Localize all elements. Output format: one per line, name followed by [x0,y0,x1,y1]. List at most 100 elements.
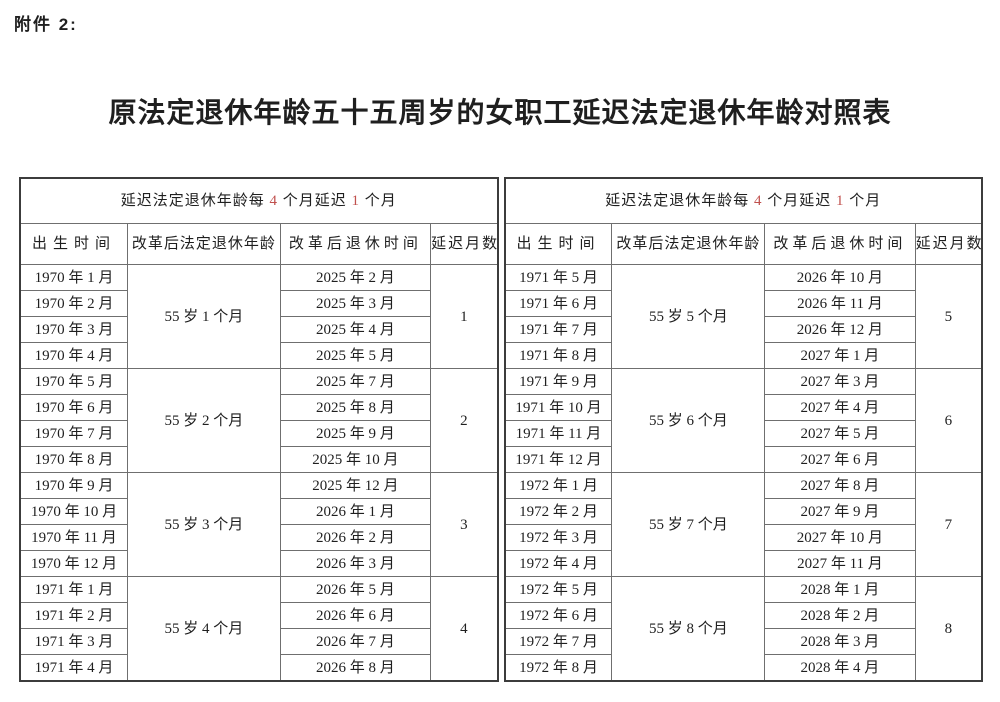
birth-month-cell: 1970 年 11 月 [19,524,128,551]
retirement-month-cell: 2027 年 11 月 [764,550,916,577]
column-header-birth: 出生时间 [19,223,128,265]
retirement-month-cell: 2026 年 1 月 [279,498,432,525]
birth-month-cell: 1971 年 9 月 [503,368,613,395]
table-row: 1970 年 8 月 2025 年 10 月 [19,446,498,473]
table-row: 1970 年 3 月 2025 年 4 月 [19,316,498,343]
retirement-month-cell: 2027 年 4 月 [764,394,916,421]
retirement-age-cell: 55 岁 3 个月 [126,472,281,577]
group-header-red-number: 1 [836,193,845,209]
group-header-red-number: 4 [753,193,763,209]
birth-month-cell: 1970 年 9 月 [19,472,128,499]
retirement-month-cell: 2027 年 3 月 [764,368,916,395]
delay-months-cell: 2 [430,368,498,473]
retirement-month-cell: 2026 年 8 月 [279,654,432,682]
table-row: 1970 年 7 月 2025 年 9 月 [19,420,498,447]
retirement-month-cell: 2028 年 1 月 [764,576,916,603]
retirement-month-cell: 2027 年 10 月 [764,524,916,551]
delay-months-cell: 8 [914,576,983,682]
birth-month-cell: 1971 年 8 月 [503,342,613,369]
table-group-header: 延迟法定退休年龄每 4 个月延迟 1 个月 [504,177,983,224]
birth-month-cell: 1972 年 4 月 [503,550,613,577]
retirement-month-cell: 2025 年 8 月 [279,394,432,421]
birth-month-cell: 1972 年 6 月 [503,602,613,629]
table-row: 1970 年 6 月 2025 年 8 月 [19,394,498,421]
table-row: 1972 年 4 月 2027 年 11 月 [503,550,983,577]
birth-month-cell: 1972 年 5 月 [503,576,613,603]
birth-month-cell: 1972 年 3 月 [503,524,613,551]
birth-month-cell: 1970 年 12 月 [19,550,128,577]
birth-month-cell: 1971 年 11 月 [503,420,613,447]
birth-month-cell: 1971 年 1 月 [19,576,128,603]
column-header-row: 出生时间 改革后法定退休年龄 改革后退休时间 延迟月数 [19,223,498,265]
table-row: 1970 年 1 月 55 岁 1 个月 2025 年 2 月 1 [19,264,498,369]
retirement-month-cell: 2026 年 12 月 [764,316,916,343]
retirement-month-cell: 2025 年 3 月 [279,290,432,317]
retirement-month-cell: 2026 年 6 月 [279,602,432,629]
birth-month-cell: 1972 年 8 月 [503,654,613,682]
table-row: 1971 年 5 月 55 岁 5 个月 2026 年 10 月 5 [503,264,983,369]
birth-month-cell: 1970 年 4 月 [19,342,128,369]
birth-month-cell: 1971 年 12 月 [503,446,613,473]
retirement-month-cell: 2028 年 2 月 [764,602,916,629]
table-row: 1971 年 4 月 2026 年 8 月 [19,654,498,682]
retirement-month-cell: 2025 年 12 月 [279,472,432,499]
birth-month-cell: 1970 年 6 月 [19,394,128,421]
retirement-month-cell: 2025 年 7 月 [279,368,432,395]
table-row: 1972 年 1 月 55 岁 7 个月 2027 年 8 月 7 [503,472,983,577]
retirement-month-cell: 2028 年 3 月 [764,628,916,655]
retirement-month-cell: 2026 年 7 月 [279,628,432,655]
retirement-month-cell: 2027 年 9 月 [764,498,916,525]
birth-month-cell: 1971 年 10 月 [503,394,613,421]
table-row: 1970 年 5 月 55 岁 2 个月 2025 年 7 月 2 [19,368,498,473]
birth-month-cell: 1971 年 3 月 [19,628,128,655]
page-title: 原法定退休年龄五十五周岁的女职工延迟法定退休年龄对照表 [108,98,892,129]
delay-months-cell: 7 [914,472,983,577]
table-row: 1972 年 7 月 2028 年 3 月 [503,628,983,655]
column-header-birth: 出生时间 [503,223,613,265]
attachment-label: 附件 2: [14,15,78,34]
column-header-delay: 延迟月数 [914,223,983,265]
birth-month-cell: 1971 年 7 月 [503,316,613,343]
table-row: 1971 年 6 月 2026 年 11 月 [503,290,983,317]
table-row: 1971 年 11 月 2027 年 5 月 [503,420,983,447]
table-row: 1970 年 9 月 55 岁 3 个月 2025 年 12 月 3 [19,472,498,577]
birth-month-cell: 1970 年 1 月 [19,264,128,291]
retirement-age-cell: 55 岁 1 个月 [126,264,281,369]
table-row: 1970 年 10 月 2026 年 1 月 [19,498,498,525]
table-row: 1972 年 2 月 2027 年 9 月 [503,498,983,525]
birth-month-cell: 1971 年 5 月 [503,264,613,291]
table-row: 1972 年 8 月 2028 年 4 月 [503,654,983,682]
group-header-text-post: 个月 [360,193,397,209]
table-row: 1971 年 2 月 2026 年 6 月 [19,602,498,629]
retirement-age-cell: 55 岁 7 个月 [611,472,766,577]
column-header-retirement: 改革后退休时间 [764,223,916,265]
birth-month-cell: 1970 年 5 月 [19,368,128,395]
group-header-red-number: 1 [351,193,360,209]
column-header-age: 改革后法定退休年龄 [611,223,766,265]
birth-month-cell: 1970 年 2 月 [19,290,128,317]
column-header-row: 出生时间 改革后法定退休年龄 改革后退休时间 延迟月数 [503,223,983,265]
comparison-tables-container: 延迟法定退休年龄每 4 个月延迟 1 个月 出生时间 改革后法定退休年龄 改革后… [19,177,983,682]
column-header-retirement: 改革后退休时间 [279,223,432,265]
birth-month-cell: 1971 年 2 月 [19,602,128,629]
retirement-month-cell: 2027 年 5 月 [764,420,916,447]
table-group-header-row: 延迟法定退休年龄每 4 个月延迟 1 个月 [19,177,498,224]
retirement-month-cell: 2028 年 4 月 [764,654,916,682]
group-header-text-mid: 个月延迟 [277,193,352,209]
retirement-table-right: 延迟法定退休年龄每 4 个月延迟 1 个月 出生时间 改革后法定退休年龄 改革后… [503,177,983,682]
group-header-text-post: 个月 [844,193,882,209]
retirement-month-cell: 2025 年 4 月 [279,316,432,343]
retirement-age-cell: 55 岁 5 个月 [611,264,766,369]
table-group-header: 延迟法定退休年龄每 4 个月延迟 1 个月 [19,177,498,224]
birth-month-cell: 1972 年 2 月 [503,498,613,525]
retirement-age-cell: 55 岁 6 个月 [611,368,766,473]
retirement-month-cell: 2025 年 5 月 [279,342,432,369]
birth-month-cell: 1972 年 7 月 [503,628,613,655]
birth-month-cell: 1972 年 1 月 [503,472,613,499]
delay-months-cell: 4 [430,576,498,682]
table-row: 1972 年 5 月 55 岁 8 个月 2028 年 1 月 8 [503,576,983,682]
retirement-month-cell: 2025 年 10 月 [279,446,432,473]
retirement-month-cell: 2026 年 10 月 [764,264,916,291]
delay-months-cell: 5 [914,264,983,369]
retirement-month-cell: 2025 年 2 月 [279,264,432,291]
